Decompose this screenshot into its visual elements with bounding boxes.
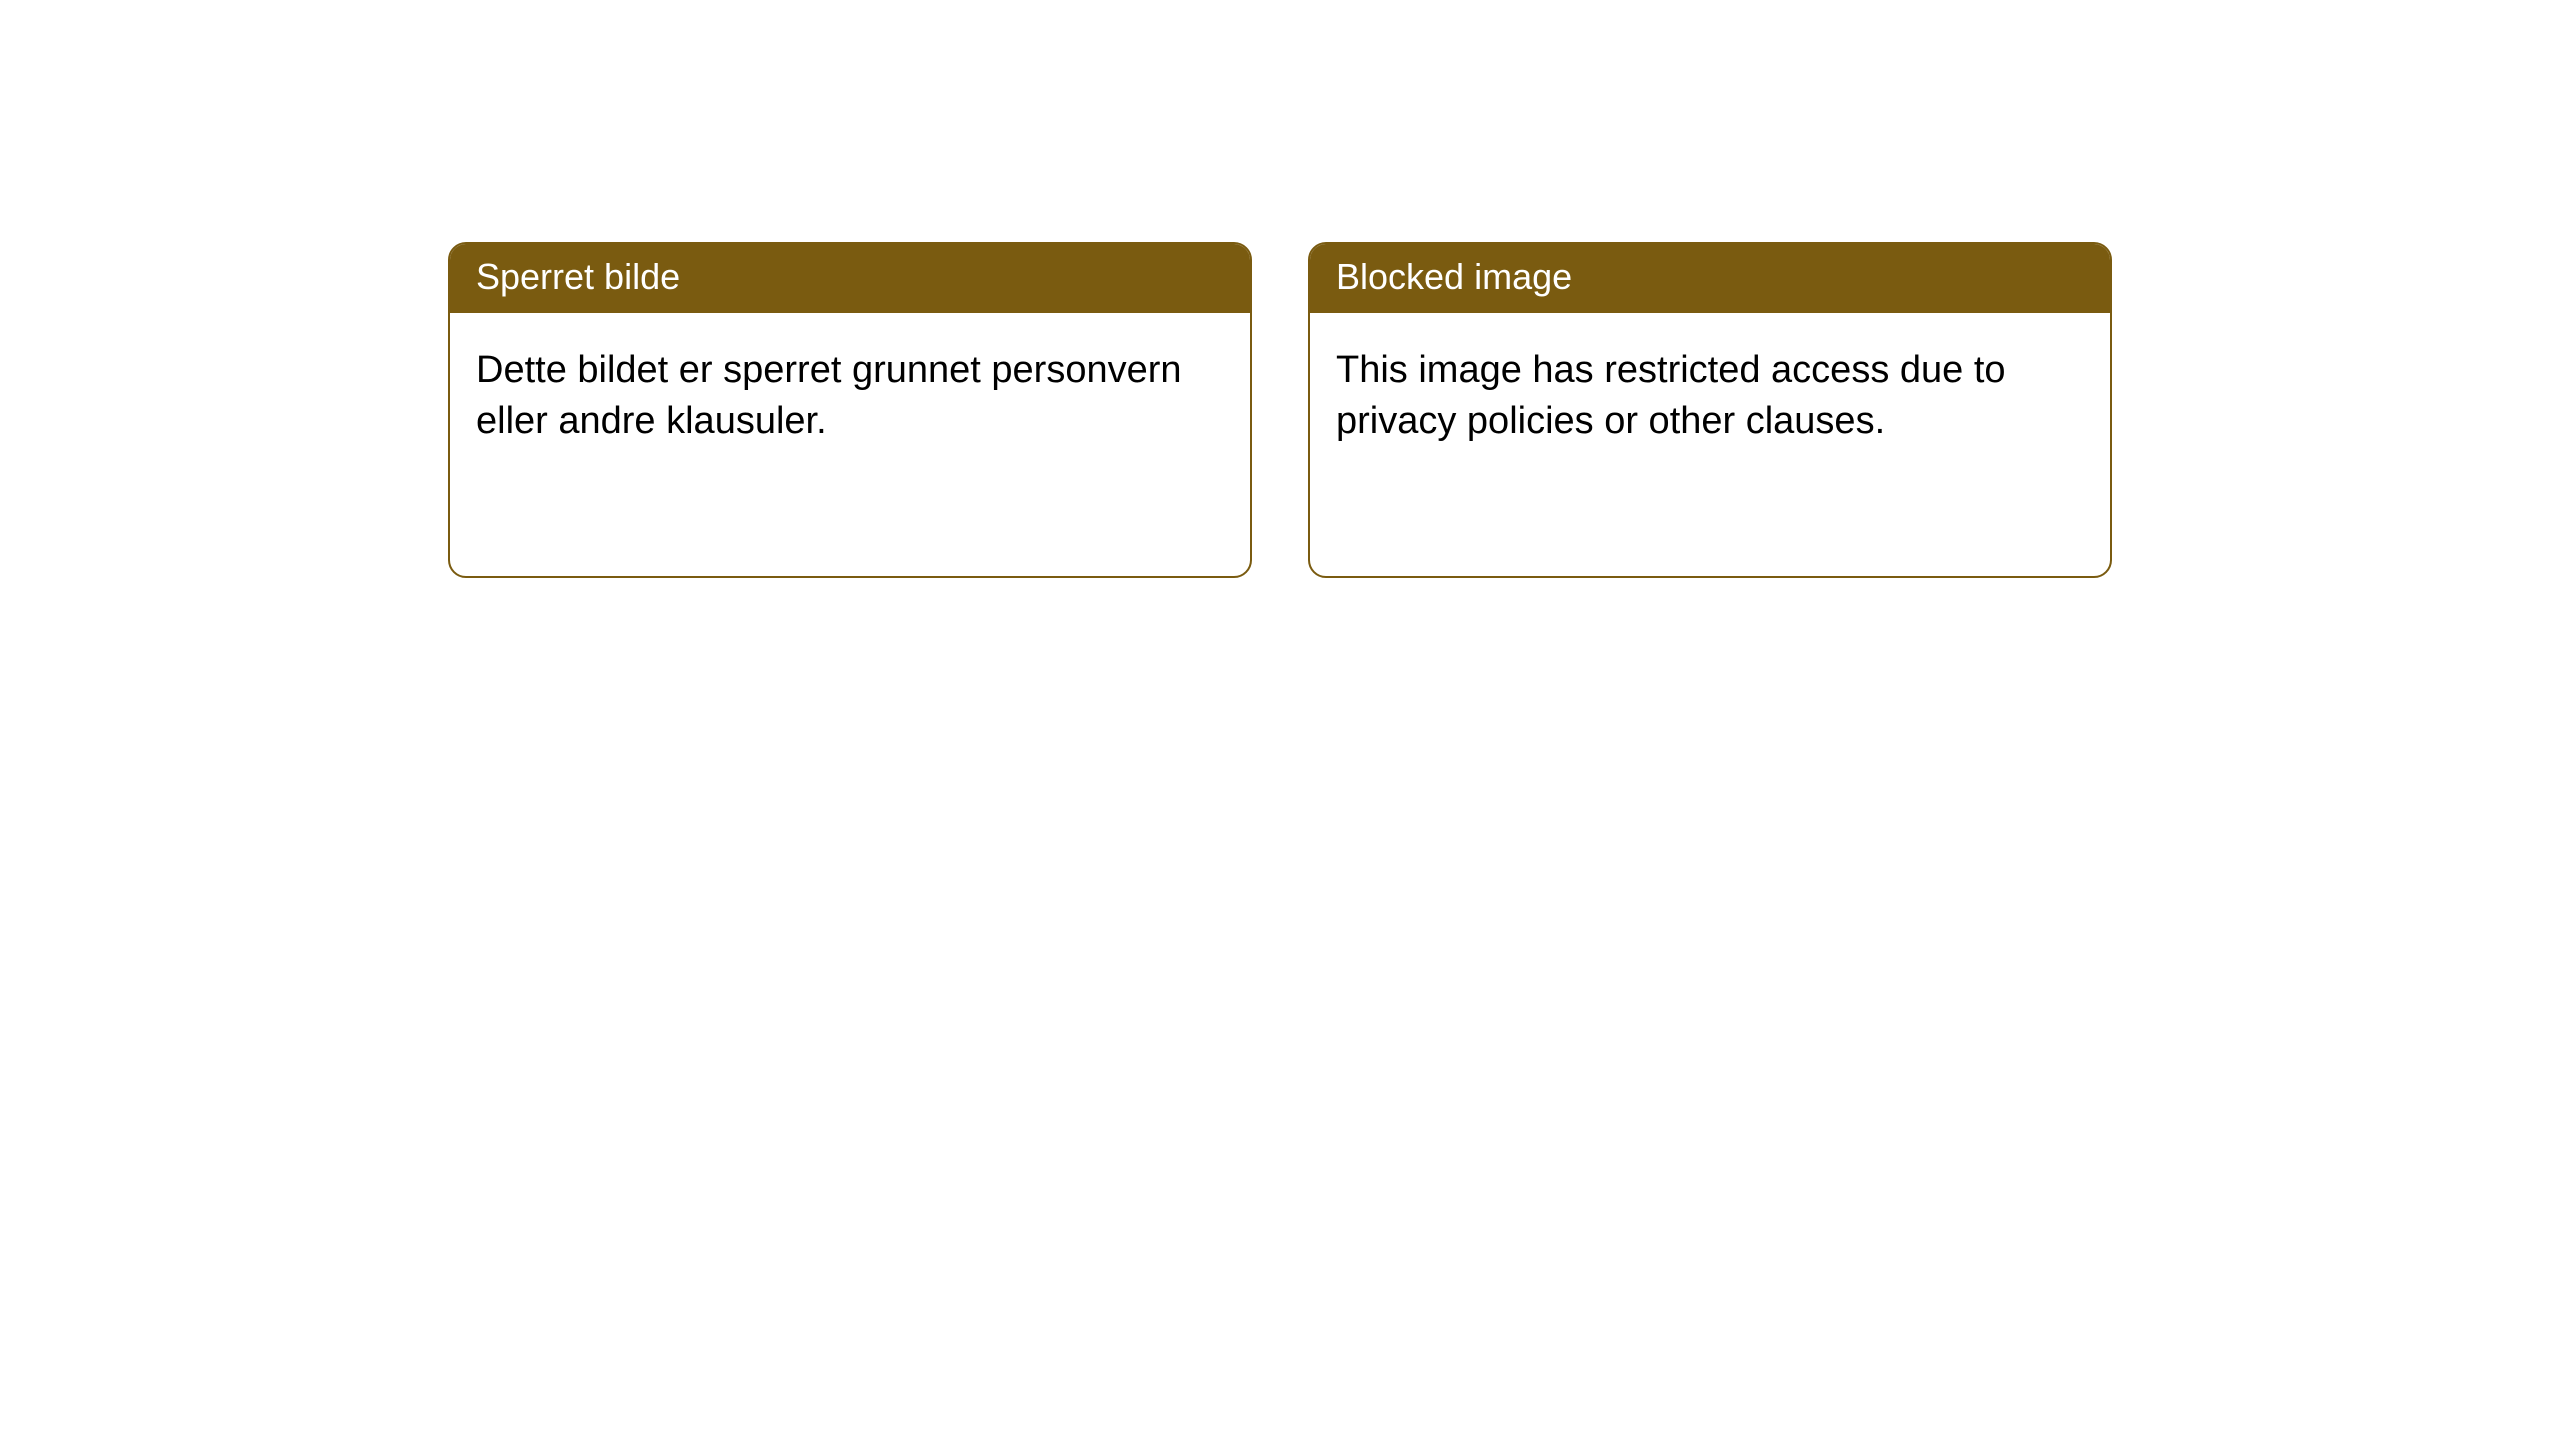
notice-card-english: Blocked image This image has restricted … xyxy=(1308,242,2112,578)
card-title: Sperret bilde xyxy=(476,256,680,297)
card-body: Dette bildet er sperret grunnet personve… xyxy=(450,313,1250,480)
card-body-text: This image has restricted access due to … xyxy=(1336,349,2006,442)
card-header: Blocked image xyxy=(1310,244,2110,313)
notice-card-norwegian: Sperret bilde Dette bildet er sperret gr… xyxy=(448,242,1252,578)
card-header: Sperret bilde xyxy=(450,244,1250,313)
notice-container: Sperret bilde Dette bildet er sperret gr… xyxy=(0,0,2560,578)
card-body: This image has restricted access due to … xyxy=(1310,313,2110,480)
card-title: Blocked image xyxy=(1336,256,1572,297)
card-body-text: Dette bildet er sperret grunnet personve… xyxy=(476,349,1182,442)
